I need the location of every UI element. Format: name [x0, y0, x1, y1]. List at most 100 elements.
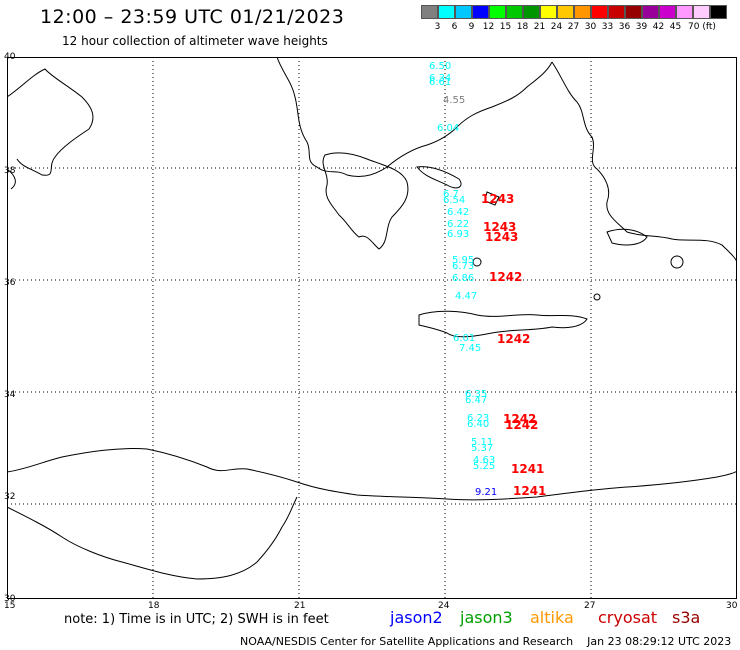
- longitude-label: 21: [294, 601, 306, 611]
- wave-height-label: 4.55: [443, 95, 465, 106]
- coastline-gulf-sirte: [7, 496, 298, 580]
- colorbar-tick-label: 6: [451, 22, 458, 32]
- colorbar-swatch: [625, 5, 642, 19]
- colorbar-tick-label: 3: [434, 22, 441, 32]
- wave-height-label: 4.63: [473, 455, 495, 466]
- pass-time-label: 1242: [503, 412, 536, 426]
- colorbar-swatch: [591, 5, 608, 19]
- wave-height-label: 6.42: [447, 207, 469, 218]
- wave-height-label: 5.95: [452, 255, 474, 266]
- coastline-crete: [418, 310, 588, 338]
- colorbar-tick-label: 9: [468, 22, 475, 32]
- latitude-label: 40: [4, 52, 16, 62]
- island-cyclades: [484, 191, 500, 206]
- wave-height-label: 6.50: [429, 61, 451, 72]
- legend-altika: altika: [530, 608, 574, 627]
- wave-height-label: 7.45: [459, 343, 481, 354]
- colorbar-swatch: [523, 5, 540, 19]
- wave-height-label: 6.73: [452, 261, 474, 272]
- coastline-sicily: [7, 168, 16, 190]
- colorbar-tick-label: 42: [652, 22, 665, 32]
- colorbar-tick-labels: 3 6 9 12 15 18 21 24 27 30 33 36 39 42 45 70 (ft): [429, 22, 728, 32]
- longitude-label: 18: [148, 601, 160, 611]
- wave-height-label: 5.25: [473, 461, 495, 472]
- legend-s3a: s3a: [672, 608, 701, 627]
- pass-time-label: 1242: [505, 418, 538, 432]
- legend-cryosat: cryosat: [598, 608, 658, 627]
- colorbar-swatch: [659, 5, 676, 19]
- credit-org: NOAA/NESDIS Center for Satellite Applica…: [240, 635, 574, 648]
- coastline-africa: [7, 448, 737, 501]
- wave-height-label: 6.01: [453, 333, 475, 344]
- credit-line: NOAA/NESDIS Center for Satellite Applica…: [240, 635, 731, 648]
- wave-height-label: 5.37: [471, 443, 493, 454]
- wave-height-label: 6.93: [447, 229, 469, 240]
- pass-time-label: 1243: [483, 220, 516, 234]
- map-panel: 6.50 6.34 6.61 4.55 6.04 6.7 6.54 6.42 6.22 6.93 5…: [7, 57, 737, 599]
- colorbar-tick-label: 18: [516, 22, 529, 32]
- colorbar-tick-label: 33: [601, 22, 614, 32]
- colorbar-tick-label: 45: [669, 22, 682, 32]
- legend-jason3: jason3: [460, 608, 513, 627]
- wave-height-label: 6.34: [429, 73, 451, 84]
- map-title: 12:00 – 23:59 UTC 01/21/2023: [40, 6, 345, 28]
- latitude-label: 32: [4, 492, 16, 502]
- units-note: note: 1) Time is in UTC; 2) SWH is in fe…: [64, 612, 329, 627]
- longitude-label: 15: [4, 601, 16, 611]
- pass-time-label: 1242: [489, 270, 522, 284]
- colorbar-swatch: [472, 5, 489, 19]
- colorbar-tick-label: 39: [635, 22, 648, 32]
- wave-height-label: 6.61: [429, 77, 451, 88]
- colorbar-tick-label: 12: [482, 22, 495, 32]
- wave-height-label: 4.47: [455, 291, 477, 302]
- credit-timestamp: Jan 23 08:29:12 UTC 2023: [587, 635, 732, 648]
- colorbar-swatch: [642, 5, 659, 19]
- colorbar-swatch: [438, 5, 455, 19]
- longitude-label: 30: [726, 601, 738, 611]
- latitude-label: 34: [4, 390, 16, 400]
- wave-height-label: 6.86: [452, 273, 474, 284]
- pass-time-label: 1241: [511, 462, 544, 476]
- wave-height-label: 9.21: [475, 487, 497, 498]
- coastline-turkey: [551, 61, 737, 263]
- pass-time-label: 1243: [481, 192, 514, 206]
- longitude-label: 24: [438, 601, 450, 611]
- wave-height-label: 6.54: [443, 195, 465, 206]
- colorbar-tick-label: 15: [499, 22, 512, 32]
- wave-height-label: 6.7: [443, 189, 459, 200]
- pass-time-label: 1242: [497, 332, 530, 346]
- colorbar-swatch: [608, 5, 625, 19]
- colorbar-tick-label: 24: [550, 22, 563, 32]
- colorbar-tick-label: 27: [567, 22, 580, 32]
- wave-height-labels: 6.506.346.61 4.55 6.04 6.76.546.426.226.93 5…: [429, 61, 546, 498]
- colorbar-tick-label: 36: [618, 22, 631, 32]
- colorbar-swatch: [506, 5, 523, 19]
- legend-jason2: jason2: [390, 608, 443, 627]
- coastline-balkans: [276, 57, 553, 178]
- island-milos: [472, 257, 482, 267]
- colorbar-swatch: [540, 5, 557, 19]
- coastline-evia: [416, 166, 462, 189]
- graticule: [7, 57, 737, 599]
- coastline-italy: [7, 68, 94, 176]
- colorbar-swatch: [710, 5, 727, 19]
- altimeter-map: 6.506.346.61 4.55 6.04 6.76.546.426.226.93 5…: [7, 57, 737, 599]
- colorbar-tick-label: 70 (ft): [688, 22, 716, 32]
- wave-height-label: 5.11: [471, 437, 493, 448]
- colorbar-tick-label: 21: [533, 22, 546, 32]
- map-subtitle: 12 hour collection of altimeter wave hei…: [62, 34, 328, 48]
- pass-time-label: 1243: [485, 230, 518, 244]
- wave-height-colorbar: [421, 5, 727, 19]
- latitude-label: 36: [4, 278, 16, 288]
- wave-height-label: 6.47: [465, 395, 487, 406]
- wave-height-label: 6.04: [437, 123, 459, 134]
- longitude-label: 27: [584, 601, 596, 611]
- wave-height-label: 6.23: [467, 413, 489, 424]
- wave-height-label: 6.35: [465, 389, 487, 400]
- colorbar-swatch: [574, 5, 591, 19]
- wave-height-label: 6.22: [447, 219, 469, 230]
- island-rhodes: [670, 255, 684, 269]
- colorbar-swatch: [421, 5, 438, 19]
- wave-height-label: 6.40: [467, 419, 489, 430]
- colorbar-tick-label: 30: [584, 22, 597, 32]
